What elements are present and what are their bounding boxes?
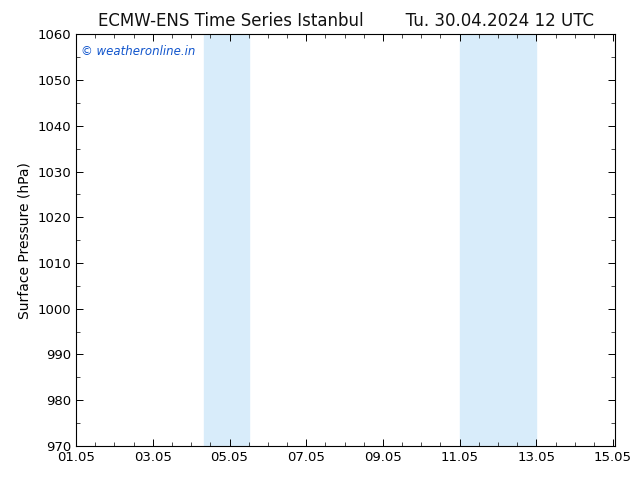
Bar	[479, 34, 536, 446]
Y-axis label: Surface Pressure (hPa): Surface Pressure (hPa)	[18, 162, 32, 318]
Text: © weatheronline.in: © weatheronline.in	[81, 45, 196, 58]
Title: ECMW-ENS Time Series Istanbul        Tu. 30.04.2024 12 UTC: ECMW-ENS Time Series Istanbul Tu. 30.04.…	[98, 12, 593, 30]
Bar	[460, 34, 479, 446]
Bar	[204, 34, 223, 446]
Bar	[223, 34, 249, 446]
